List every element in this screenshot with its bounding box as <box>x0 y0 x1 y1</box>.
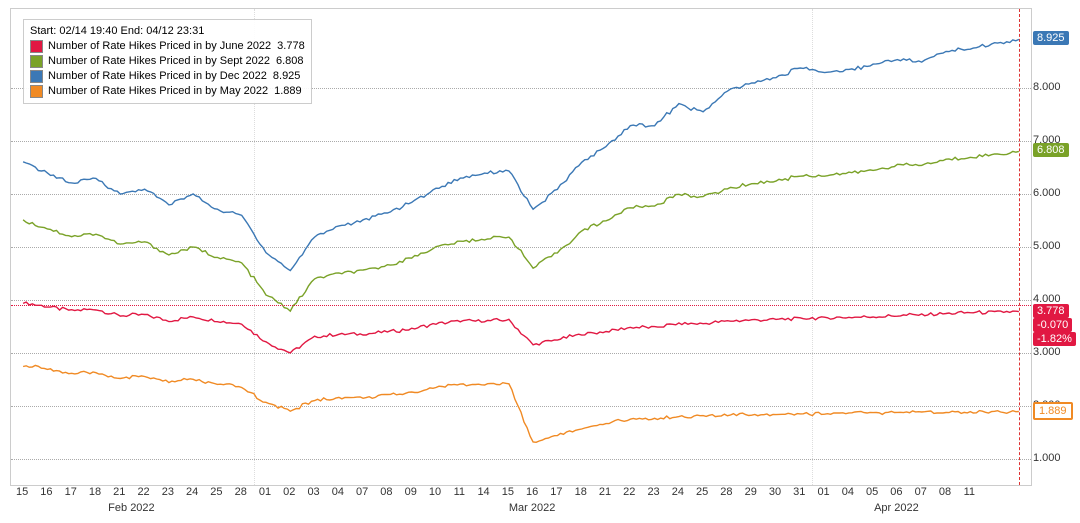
end-badge-extra: -0.070 <box>1033 318 1072 332</box>
legend-label: Number of Rate Hikes Priced in by Sept 2… <box>48 54 270 69</box>
legend-swatch <box>30 70 43 83</box>
xtick-label: 08 <box>939 486 951 498</box>
xtick-label: 07 <box>356 486 368 498</box>
xtick-label: 01 <box>817 486 829 498</box>
xtick-label: 11 <box>964 486 975 498</box>
xtick-label: 17 <box>65 486 77 498</box>
xtick-label: 15 <box>16 486 28 498</box>
series-line <box>23 151 1019 311</box>
xtick-label: 21 <box>599 486 611 498</box>
legend-swatch <box>30 85 43 98</box>
series-line <box>23 365 1019 442</box>
xmajor-label: Apr 2022 <box>874 502 919 514</box>
chart-container: Start: 02/14 19:40 End: 04/12 23:31 Numb… <box>0 0 1080 523</box>
end-badge: 1.889 <box>1033 402 1073 420</box>
xtick-label: 16 <box>526 486 538 498</box>
xtick-label: 24 <box>672 486 684 498</box>
xtick-label: 04 <box>842 486 854 498</box>
ytick-label: 5.000 <box>1033 240 1061 252</box>
ytick-label: 1.000 <box>1033 452 1061 464</box>
xtick-label: 10 <box>429 486 441 498</box>
legend-value: 1.889 <box>274 84 302 99</box>
xtick-label: 03 <box>307 486 319 498</box>
xtick-label: 01 <box>259 486 271 498</box>
legend-label: Number of Rate Hikes Priced in by May 20… <box>48 84 268 99</box>
xtick-label: 22 <box>623 486 635 498</box>
xtick-label: 23 <box>162 486 174 498</box>
legend-value: 3.778 <box>277 39 305 54</box>
legend-box: Start: 02/14 19:40 End: 04/12 23:31 Numb… <box>23 19 312 104</box>
legend-end: End: 04/12 23:31 <box>121 24 205 39</box>
series-line <box>23 302 1019 353</box>
end-badge: 3.778 <box>1033 304 1069 318</box>
legend-label: Number of Rate Hikes Priced in by Dec 20… <box>48 69 267 84</box>
xtick-label: 23 <box>647 486 659 498</box>
legend-row: Number of Rate Hikes Priced in by May 20… <box>30 84 305 99</box>
legend-value: 6.808 <box>276 54 304 69</box>
legend-label: Number of Rate Hikes Priced in by June 2… <box>48 39 271 54</box>
legend-row: Number of Rate Hikes Priced in by Dec 20… <box>30 69 305 84</box>
legend-header: Start: 02/14 19:40 End: 04/12 23:31 <box>30 24 305 39</box>
xtick-label: 22 <box>137 486 149 498</box>
xmajor-label: Mar 2022 <box>509 502 555 514</box>
legend-row: Number of Rate Hikes Priced in by Sept 2… <box>30 54 305 69</box>
xtick-label: 14 <box>477 486 489 498</box>
xtick-label: 05 <box>866 486 878 498</box>
xtick-label: 29 <box>745 486 757 498</box>
xtick-label: 30 <box>769 486 781 498</box>
xtick-label: 24 <box>186 486 198 498</box>
end-badge: 6.808 <box>1033 143 1069 157</box>
xtick-label: 16 <box>40 486 52 498</box>
xtick-label: 18 <box>89 486 101 498</box>
end-badge-extra: -1.82% <box>1033 332 1076 346</box>
xtick-label: 06 <box>890 486 902 498</box>
xtick-label: 04 <box>332 486 344 498</box>
legend-swatch <box>30 55 43 68</box>
xtick-label: 31 <box>793 486 805 498</box>
xtick-label: 25 <box>696 486 708 498</box>
xmajor-label: Feb 2022 <box>108 502 154 514</box>
xtick-label: 11 <box>454 486 465 498</box>
plot-area: Start: 02/14 19:40 End: 04/12 23:31 Numb… <box>10 8 1032 486</box>
ytick-label: 3.000 <box>1033 346 1061 358</box>
ref-line <box>11 305 1031 306</box>
xtick-label: 17 <box>550 486 562 498</box>
xtick-label: 15 <box>502 486 514 498</box>
legend-swatch <box>30 40 43 53</box>
end-badge: 8.925 <box>1033 31 1069 45</box>
cursor-line <box>1019 9 1020 485</box>
legend-start: Start: 02/14 19:40 <box>30 24 117 39</box>
xtick-label: 08 <box>380 486 392 498</box>
ytick-label: 6.000 <box>1033 187 1061 199</box>
xtick-label: 21 <box>113 486 125 498</box>
xtick-label: 07 <box>915 486 927 498</box>
xtick-label: 18 <box>575 486 587 498</box>
xtick-label: 25 <box>210 486 222 498</box>
ytick-label: 8.000 <box>1033 81 1061 93</box>
xtick-label: 28 <box>720 486 732 498</box>
xtick-label: 09 <box>405 486 417 498</box>
legend-value: 8.925 <box>273 69 301 84</box>
xtick-label: 28 <box>235 486 247 498</box>
legend-row: Number of Rate Hikes Priced in by June 2… <box>30 39 305 54</box>
xtick-label: 02 <box>283 486 295 498</box>
